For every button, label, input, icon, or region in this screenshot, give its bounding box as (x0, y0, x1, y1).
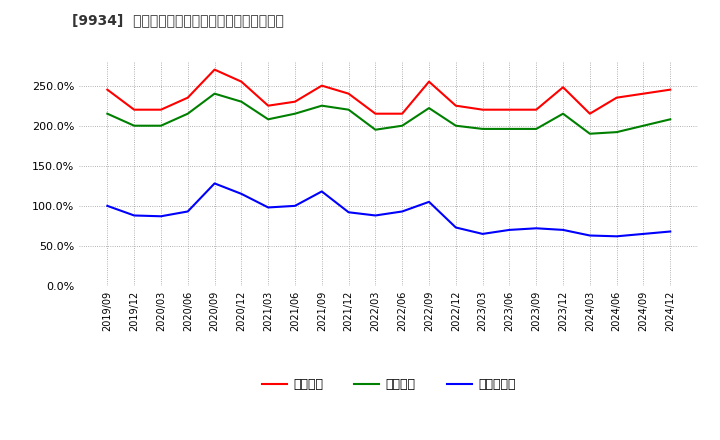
当座比率 (398, 123, 407, 128)
流動比率 (505, 107, 514, 112)
当座比率 (532, 126, 541, 132)
当座比率 (318, 103, 326, 108)
流動比率 (666, 87, 675, 92)
流動比率 (478, 107, 487, 112)
流動比率 (532, 107, 541, 112)
Line: 当座比率: 当座比率 (107, 94, 670, 134)
流動比率 (318, 83, 326, 88)
当座比率 (612, 129, 621, 135)
現預金比率 (237, 191, 246, 197)
現預金比率 (398, 209, 407, 214)
当座比率 (264, 117, 272, 122)
流動比率 (184, 95, 192, 100)
流動比率 (612, 95, 621, 100)
現預金比率 (344, 209, 353, 215)
現預金比率 (425, 199, 433, 205)
流動比率 (371, 111, 379, 116)
現預金比率 (130, 213, 138, 218)
現預金比率 (157, 214, 166, 219)
流動比率 (344, 91, 353, 96)
当座比率 (157, 123, 166, 128)
現預金比率 (505, 227, 514, 232)
現預金比率 (532, 226, 541, 231)
当座比率 (210, 91, 219, 96)
当座比率 (344, 107, 353, 112)
Line: 流動比率: 流動比率 (107, 70, 670, 114)
流動比率 (210, 67, 219, 72)
当座比率 (425, 106, 433, 111)
流動比率 (425, 79, 433, 84)
当座比率 (451, 123, 460, 128)
流動比率 (559, 84, 567, 90)
当座比率 (478, 126, 487, 132)
流動比率 (451, 103, 460, 108)
当座比率 (291, 111, 300, 116)
現預金比率 (371, 213, 379, 218)
流動比率 (264, 103, 272, 108)
当座比率 (371, 127, 379, 132)
現預金比率 (666, 229, 675, 234)
現預金比率 (264, 205, 272, 210)
流動比率 (130, 107, 138, 112)
当座比率 (184, 111, 192, 116)
現預金比率 (639, 231, 648, 237)
現預金比率 (451, 225, 460, 230)
現預金比率 (210, 181, 219, 186)
現預金比率 (103, 203, 112, 209)
流動比率 (639, 91, 648, 96)
現預金比率 (291, 203, 300, 209)
当座比率 (103, 111, 112, 116)
現預金比率 (612, 234, 621, 239)
当座比率 (130, 123, 138, 128)
当座比率 (639, 123, 648, 128)
現預金比率 (559, 227, 567, 232)
流動比率 (157, 107, 166, 112)
当座比率 (559, 111, 567, 116)
流動比率 (291, 99, 300, 104)
当座比率 (505, 126, 514, 132)
Line: 現預金比率: 現預金比率 (107, 183, 670, 236)
当座比率 (585, 131, 594, 136)
流動比率 (237, 79, 246, 84)
当座比率 (666, 117, 675, 122)
現預金比率 (318, 189, 326, 194)
Text: [9934]  流動比率、当座比率、現預金比率の推移: [9934] 流動比率、当座比率、現預金比率の推移 (72, 13, 284, 27)
Legend: 流動比率, 当座比率, 現預金比率: 流動比率, 当座比率, 現預金比率 (257, 374, 521, 396)
現預金比率 (184, 209, 192, 214)
現預金比率 (585, 233, 594, 238)
当座比率 (237, 99, 246, 104)
流動比率 (398, 111, 407, 116)
現預金比率 (478, 231, 487, 237)
流動比率 (103, 87, 112, 92)
流動比率 (585, 111, 594, 116)
